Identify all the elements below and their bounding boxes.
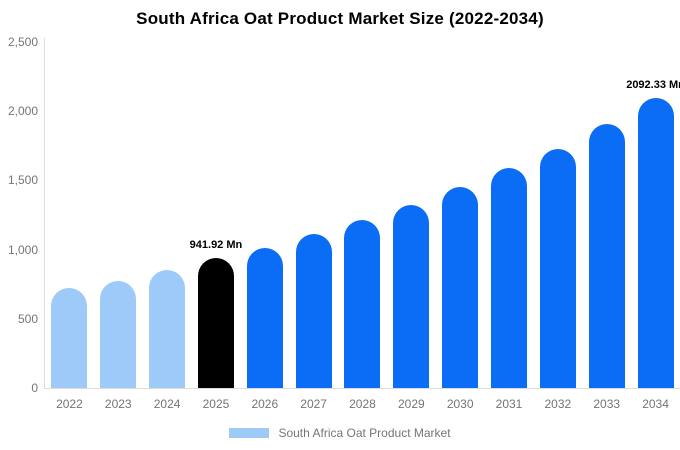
legend: South Africa Oat Product Market <box>0 426 680 440</box>
bar-2023 <box>100 280 137 388</box>
x-tick-label-2032: 2032 <box>544 397 572 411</box>
value-label-2034: 2092.33 Mn <box>626 79 680 92</box>
x-tick-label-2030: 2030 <box>446 397 474 411</box>
bar-2030 <box>442 187 479 388</box>
x-tick-label-2033: 2033 <box>593 397 621 411</box>
bar-2032 <box>539 148 576 388</box>
x-tick-label-2024: 2024 <box>153 397 181 411</box>
x-tick-label-2029: 2029 <box>397 397 425 411</box>
bar-slot-2026 <box>240 42 289 388</box>
bar-slot-2025: 941.92 Mn <box>189 42 243 388</box>
value-label-2025: 941.92 Mn <box>189 238 243 251</box>
legend-swatch <box>229 428 270 438</box>
x-tick-label-2025: 2025 <box>202 397 230 411</box>
y-tick-label-2000: 2,000 <box>7 104 38 119</box>
y-tick-label-2500: 2,500 <box>7 35 38 49</box>
y-tick-label-1000: 1,000 <box>7 242 38 257</box>
bar-slot-2030 <box>436 42 485 388</box>
x-tick-label-2034: 2034 <box>642 397 669 411</box>
y-tick-label-1500: 1,500 <box>7 173 38 188</box>
bar-slot-2028 <box>338 42 387 388</box>
x-tick-label-2022: 2022 <box>56 397 83 411</box>
bar-slot-2024 <box>143 42 192 388</box>
x-tick-label-2026: 2026 <box>251 397 279 411</box>
bar-2027 <box>295 233 332 388</box>
bar-slot-2034: 2092.33 Mn <box>626 42 680 388</box>
x-axis-line <box>44 388 680 389</box>
x-tick-label-2031: 2031 <box>495 397 523 411</box>
bar-2033 <box>588 123 625 388</box>
x-tick-label-2023: 2023 <box>104 397 132 411</box>
bar-2028 <box>344 220 381 388</box>
legend-label: South Africa Oat Product Market <box>278 426 451 440</box>
bar-2029 <box>393 204 430 388</box>
bar-2022 <box>51 288 88 388</box>
bar-slot-2033 <box>582 42 631 388</box>
bar-2034 <box>637 98 674 388</box>
y-axis-line <box>44 38 45 389</box>
bar-2024 <box>149 270 186 388</box>
bar-slot-2031 <box>485 42 534 388</box>
bar-slot-2029 <box>387 42 436 388</box>
bar-2026 <box>246 247 283 388</box>
x-tick-label-2028: 2028 <box>349 397 376 411</box>
bar-slot-2022 <box>45 42 94 388</box>
bar-2031 <box>491 167 528 388</box>
bar-slot-2027 <box>289 42 338 388</box>
plot-area: 941.92 Mn 2092.33 Mn <box>45 42 680 388</box>
bar-slot-2032 <box>533 42 582 388</box>
x-axis-labels: 2022 2023 2024 2025 2026 2027 2028 2029 2030 2031… <box>45 397 680 411</box>
chart-title: South Africa Oat Product Market Size (20… <box>136 9 544 28</box>
bar-slot-2023 <box>94 42 143 388</box>
x-tick-label-2027: 2027 <box>300 397 327 411</box>
y-tick-label-500: 500 <box>17 311 38 326</box>
y-tick-label-0: 0 <box>31 381 38 395</box>
bar-2025 <box>197 257 234 388</box>
